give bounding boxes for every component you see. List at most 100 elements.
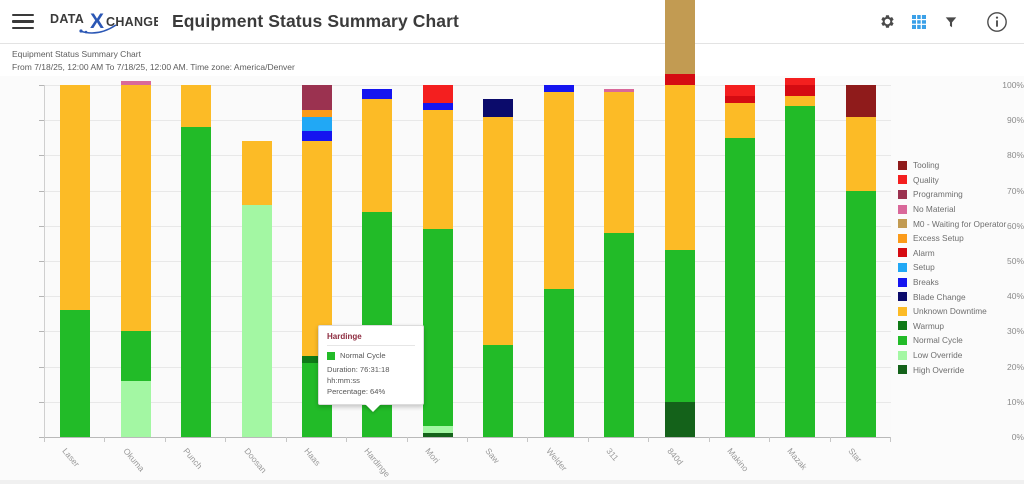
bar-segment[interactable] <box>60 310 91 437</box>
legend-item-tooling[interactable]: Tooling <box>898 158 1024 173</box>
bar-segment[interactable] <box>785 95 816 107</box>
bar-segment[interactable] <box>120 81 151 85</box>
bar-segment[interactable] <box>301 116 332 131</box>
legend-item-excess-setup[interactable]: Excess Setup <box>898 231 1024 246</box>
bar-segment[interactable] <box>543 289 574 437</box>
bar-laser[interactable] <box>60 85 91 437</box>
bar-segment[interactable] <box>604 92 635 233</box>
bar-segment[interactable] <box>483 116 514 346</box>
bar-segment[interactable] <box>845 85 876 117</box>
legend-item-normal-cycle[interactable]: Normal Cycle <box>898 333 1024 348</box>
brand-logo[interactable]: DATA CHANGE X <box>50 0 160 44</box>
bar-segment[interactable] <box>785 85 816 96</box>
bar-welder[interactable] <box>543 85 574 437</box>
legend-label: Quality <box>913 174 939 185</box>
bar-segment[interactable] <box>362 88 393 100</box>
x-axis-label-doosan: Doosan <box>241 446 269 475</box>
bar-segment[interactable] <box>301 85 332 110</box>
bar-segment[interactable] <box>664 85 695 251</box>
legend-item-blade-change[interactable]: Blade Change <box>898 289 1024 304</box>
x-axis-label-840d: 840d <box>664 446 685 467</box>
bar-segment[interactable] <box>422 426 453 434</box>
y-axis-tick-label: 0% <box>1011 432 1024 442</box>
bar-punch[interactable] <box>181 85 212 437</box>
y-axis-tick-label: 60% <box>1006 221 1024 231</box>
legend-item-setup[interactable]: Setup <box>898 260 1024 275</box>
bar-okuma[interactable] <box>120 81 151 437</box>
bar-segment[interactable] <box>785 77 816 85</box>
y-axis-tick <box>39 120 44 121</box>
bar-segment[interactable] <box>120 85 151 332</box>
legend-item-m0-waiting-for-operator[interactable]: M0 - Waiting for Operator <box>898 216 1024 231</box>
bar-segment[interactable] <box>422 229 453 427</box>
bar-segment[interactable] <box>241 141 272 205</box>
bar-segment[interactable] <box>664 401 695 437</box>
legend-swatch-icon <box>898 365 907 375</box>
horizontal-scrollbar[interactable] <box>0 480 1024 484</box>
bar-segment[interactable] <box>543 92 574 290</box>
bar-segment[interactable] <box>724 137 755 437</box>
bar-mori[interactable] <box>422 85 453 437</box>
legend-item-no-material[interactable]: No Material <box>898 202 1024 217</box>
bar-segment[interactable] <box>664 0 695 75</box>
bar-segment[interactable] <box>724 95 755 103</box>
bar-segment[interactable] <box>422 433 453 437</box>
legend-label: Unknown Downtime <box>913 306 987 317</box>
bar-311[interactable] <box>604 85 635 437</box>
grid-button[interactable] <box>904 7 934 37</box>
settings-button[interactable] <box>872 7 902 37</box>
x-axis-tick <box>587 437 589 442</box>
gridline <box>45 191 891 192</box>
bar-segment[interactable] <box>422 102 453 110</box>
bar-segment[interactable] <box>604 88 635 93</box>
bar-segment[interactable] <box>181 127 212 437</box>
bar-haas[interactable] <box>301 85 332 437</box>
bar-segment[interactable] <box>362 99 393 212</box>
info-button[interactable] <box>982 7 1012 37</box>
bar-segment[interactable] <box>181 85 212 128</box>
bar-segment[interactable] <box>120 380 151 437</box>
legend-item-low-override[interactable]: Low Override <box>898 348 1024 363</box>
bar-makino[interactable] <box>724 85 755 437</box>
hamburger-bar <box>12 20 34 23</box>
bar-segment[interactable] <box>543 85 574 93</box>
hamburger-icon[interactable] <box>0 13 46 30</box>
tooltip-duration: Duration: 76:31:18 hh:mm:ss <box>327 365 390 385</box>
bar-segment[interactable] <box>60 85 91 311</box>
app-header: DATA CHANGE X Equipment Status Summary C… <box>0 0 1024 44</box>
bar-segment[interactable] <box>301 130 332 142</box>
bar-segment[interactable] <box>845 116 876 191</box>
bar-segment[interactable] <box>120 331 151 381</box>
legend-item-high-override[interactable]: High Override <box>898 362 1024 377</box>
bar-segment[interactable] <box>301 141 332 357</box>
legend-label: Alarm <box>913 247 935 258</box>
legend-item-quality[interactable]: Quality <box>898 173 1024 188</box>
bar-segment[interactable] <box>483 345 514 437</box>
legend-item-programming[interactable]: Programming <box>898 187 1024 202</box>
legend-item-warmup[interactable]: Warmup <box>898 319 1024 334</box>
legend-item-breaks[interactable]: Breaks <box>898 275 1024 290</box>
bar-840d[interactable] <box>664 0 695 437</box>
bar-segment[interactable] <box>664 74 695 85</box>
filter-button[interactable] <box>936 7 966 37</box>
bar-segment[interactable] <box>785 106 816 437</box>
bar-star[interactable] <box>845 85 876 437</box>
bar-segment[interactable] <box>241 204 272 437</box>
bar-saw[interactable] <box>483 85 514 437</box>
bar-segment[interactable] <box>724 85 755 96</box>
bar-segment[interactable] <box>422 109 453 230</box>
legend-swatch-icon <box>898 350 907 360</box>
bar-segment[interactable] <box>483 99 514 117</box>
bar-segment[interactable] <box>604 232 635 437</box>
bar-mazak[interactable] <box>785 77 816 437</box>
bar-segment[interactable] <box>422 85 453 103</box>
bar-segment[interactable] <box>724 102 755 138</box>
bar-segment[interactable] <box>845 190 876 437</box>
bar-segment[interactable] <box>301 356 332 364</box>
bar-segment[interactable] <box>664 250 695 402</box>
bar-segment[interactable] <box>301 109 332 117</box>
legend-item-unknown-downtime[interactable]: Unknown Downtime <box>898 304 1024 319</box>
x-axis-tick <box>225 437 227 442</box>
bar-doosan[interactable] <box>241 85 272 437</box>
legend-item-alarm[interactable]: Alarm <box>898 246 1024 261</box>
